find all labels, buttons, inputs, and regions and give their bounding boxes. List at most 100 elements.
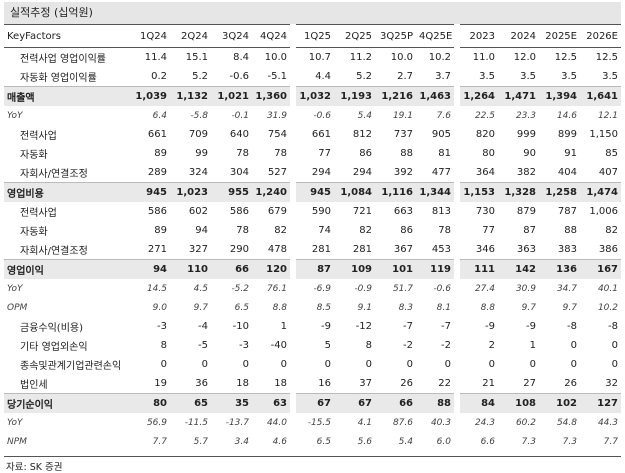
cell: 26	[400, 378, 413, 389]
header-cell: 3Q24	[211, 24, 252, 48]
table-title: 실적추정 (십억원)	[4, 2, 621, 24]
cell: 0	[201, 359, 208, 370]
cell: -40	[270, 340, 287, 351]
cell: -9	[290, 317, 334, 336]
cell: 478	[267, 244, 287, 255]
cell: 6.5	[290, 432, 334, 451]
table-row: 전력사업 586 602 586 679 590 721 663 813 730 879 787 1,0…	[4, 202, 621, 221]
cell: 19.1	[392, 110, 413, 121]
row-label: 자회사/연결조정	[20, 169, 88, 180]
cell: 4.6	[272, 436, 287, 447]
cell: 78	[236, 225, 249, 236]
cell: -8	[608, 321, 618, 332]
cell: 8.8	[454, 298, 498, 317]
cell: 82	[274, 225, 287, 236]
cell: 14.5	[146, 283, 167, 294]
cell: -15.5	[290, 413, 334, 432]
cell: -5.8	[190, 110, 208, 121]
table-row: 매출액 1,039 1,132 1,021 1,360 1,032 1,193 1,216 1,…	[4, 86, 621, 106]
cell: 1,344	[416, 182, 457, 202]
cell: 127	[580, 393, 621, 413]
cell: 8.8	[272, 302, 287, 313]
cell: 78	[274, 148, 287, 159]
cell: 289	[147, 167, 167, 178]
cell: 51.7	[392, 283, 413, 294]
cell: 3.7	[435, 71, 451, 82]
row-label: 당기순이익	[4, 393, 129, 413]
cell: 3.5	[561, 71, 577, 82]
cell: 94	[195, 225, 208, 236]
row-label: 법인세	[20, 380, 48, 391]
cell: 5.2	[356, 71, 372, 82]
cell: 101	[375, 259, 416, 279]
header-cell: 2023	[454, 24, 498, 48]
header-cell: 4Q25E	[416, 24, 457, 48]
row-label: 자동화	[20, 227, 48, 238]
row-label: OPM	[7, 302, 28, 313]
table-row: 기타 영업외손익 8 -5 -3 -40 5 8 -2 -2 2 1 0 0	[4, 336, 621, 355]
table-row: YoY 56.9 -11.5 -13.7 44.0 -15.5 4.1 87.6 40.3 24.…	[4, 413, 621, 432]
cell: 1,360	[252, 86, 293, 106]
row-label: YoY	[7, 110, 23, 121]
cell: 10.0	[390, 52, 413, 63]
cell: 76.1	[266, 283, 287, 294]
source-note: 자료: SK 증권	[4, 456, 621, 473]
cell: 119	[416, 259, 457, 279]
table-row: 금융수익(비용) -3 -4 -10 1 -9 -12 -7 -7 -9 -9 -8 -8	[4, 317, 621, 336]
cell: -13.7	[225, 417, 249, 428]
cell: 89	[154, 225, 167, 236]
cell: 54.8	[556, 417, 577, 428]
cell: 87	[290, 259, 334, 279]
cell: 9.0	[152, 302, 167, 313]
cell: 11.0	[454, 47, 498, 67]
cell: 12.5	[595, 52, 618, 63]
cell: 78	[236, 148, 249, 159]
cell: 1	[280, 321, 287, 332]
cell: 66	[375, 393, 416, 413]
cell: 386	[598, 244, 618, 255]
cell: 392	[393, 167, 413, 178]
row-label: 종속및관계기업관련손익	[20, 361, 122, 372]
cell: 905	[431, 129, 451, 140]
table-row: 당기순이익 80 65 35 63 67 67 66 88 84 108 102 127	[4, 393, 621, 413]
cell: 1,328	[498, 182, 539, 202]
cell: 91	[564, 148, 577, 159]
table-row: NPM 7.7 5.7 3.4 4.6 6.5 5.6 5.4 6.0 6.6 7.3 7.3 7.7	[4, 432, 621, 451]
cell: 281	[290, 240, 334, 260]
table-row: YoY 14.5 4.5 -5.2 76.1 -6.9 -0.9 51.7 -0.6 27.4 30…	[4, 279, 621, 298]
cell: 820	[454, 125, 498, 144]
cell: 0.2	[151, 71, 167, 82]
cell: 640	[229, 129, 249, 140]
cell: 367	[393, 244, 413, 255]
cell: 94	[129, 259, 170, 279]
cell: -4	[198, 321, 208, 332]
header-cell: 2024	[498, 24, 539, 48]
cell: 1	[529, 340, 536, 351]
cell: 1,641	[580, 86, 621, 106]
cell: 6.6	[454, 432, 498, 451]
cell: 1,032	[290, 86, 334, 106]
cell: 812	[352, 129, 372, 140]
table-row: 영업이익 94 110 66 120 87 109 101 119 111 142 136 167	[4, 259, 621, 279]
row-label: 자회사/연결조정	[20, 246, 88, 257]
table-row: 자회사/연결조정 289 324 304 527 294 294 392 477 364 382 40…	[4, 163, 621, 183]
cell: 35	[211, 393, 252, 413]
cell: 1,193	[334, 86, 375, 106]
cell: 109	[334, 259, 375, 279]
cell: 1,116	[375, 182, 416, 202]
cell: 679	[267, 206, 287, 217]
cell: 1,463	[416, 86, 457, 106]
cell: 40.1	[597, 283, 618, 294]
cell: 67	[290, 393, 334, 413]
cell: 1,039	[129, 86, 170, 106]
cell: 142	[498, 259, 539, 279]
cell: 22.5	[454, 106, 498, 125]
row-label: YoY	[7, 283, 23, 294]
cell: 77	[290, 144, 334, 163]
table-row: 자동화 89 94 78 82 74 82 86 78 77 87 88 82	[4, 221, 621, 240]
cell: 5.6	[357, 436, 372, 447]
cell: 1,021	[211, 86, 252, 106]
cell: 16	[290, 374, 334, 394]
cell: 4.5	[193, 283, 208, 294]
